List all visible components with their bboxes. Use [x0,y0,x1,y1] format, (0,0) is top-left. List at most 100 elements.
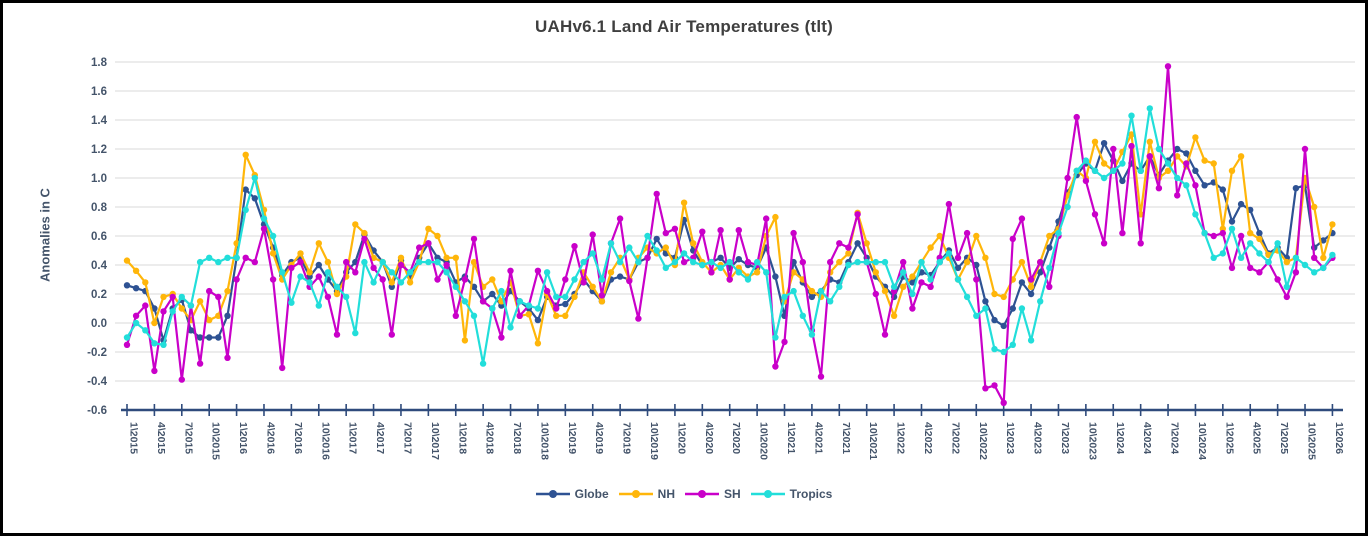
data-point [790,287,797,295]
data-point [525,302,532,309]
data-point [991,316,998,324]
data-point [991,382,998,389]
data-point [233,276,240,283]
data-point [206,334,213,341]
series-sh [123,63,1336,406]
x-tick-label: 1\2019 [566,422,578,454]
data-point [343,293,350,301]
data-point [808,293,816,301]
y-tick-label: 0.4 [91,260,108,272]
data-point [1082,177,1090,185]
data-point [836,240,843,247]
data-point [470,312,478,319]
data-point [808,331,816,338]
data-point [1000,399,1007,406]
data-point [315,261,322,269]
data-point [1219,250,1227,257]
data-point [854,211,861,218]
data-point [1100,240,1108,247]
legend-marker-sh-icon [685,490,719,498]
data-point [1000,293,1007,301]
data-point [799,312,806,319]
data-point [854,240,861,247]
data-point [973,276,980,283]
data-point [1283,258,1291,266]
data-point [717,264,724,272]
data-point [607,269,615,276]
data-point [991,290,998,298]
x-tick-label: 7\2018 [511,422,523,454]
x-tick-label: 7\2020 [730,422,742,454]
data-point [872,258,879,266]
y-tick-label: 1.0 [91,173,107,185]
data-point [1128,112,1135,119]
data-point [406,269,414,276]
data-point [206,254,213,261]
data-point [1237,200,1245,208]
x-tick-label: 7\2024 [1169,422,1181,454]
data-point [1000,322,1007,330]
data-point [827,298,834,305]
data-point [790,229,797,237]
data-point [936,232,943,240]
data-point [215,258,222,266]
data-point [151,340,158,347]
data-point [233,254,240,261]
data-point [206,316,213,324]
data-point [1192,182,1199,189]
data-point [954,254,962,261]
x-tick-label: 7\2021 [840,422,852,454]
data-point [854,258,861,266]
data-point [1292,269,1300,276]
data-point [708,258,715,266]
data-point [872,269,879,276]
x-tick-label: 4\2024 [1141,422,1153,454]
data-point [699,228,706,235]
data-point [169,308,176,315]
data-point [1247,240,1254,247]
data-point [1256,235,1263,243]
data-point [324,258,332,266]
legend: Globe NH SH Tropics [3,487,1365,501]
data-point [1037,269,1044,276]
data-point [1301,145,1309,153]
data-point [1037,298,1044,305]
data-point [973,232,980,240]
data-point [187,327,195,334]
data-point [982,305,989,312]
data-point [954,264,962,272]
data-point [370,264,377,272]
data-point [297,258,304,266]
data-point [1027,290,1035,298]
data-point [1192,167,1199,174]
data-point [744,276,752,283]
y-tick-label: -0.4 [87,376,107,388]
x-tick-label: 10\2018 [538,422,550,460]
data-point [196,298,204,305]
data-point [799,258,806,266]
x-tick-label: 1\2015 [128,422,140,454]
data-point [388,331,395,338]
x-tick-label: 1\2023 [1004,422,1016,454]
x-tick-label: 1\2024 [1114,422,1126,454]
data-point [379,258,386,266]
x-tick-label: 4\2019 [593,422,605,454]
data-point [763,269,770,276]
data-point [416,244,423,251]
x-tick-label: 10\2024 [1196,422,1208,460]
data-point [461,276,469,283]
x-tick-label: 10\2023 [1086,422,1098,460]
data-point [196,360,204,367]
data-point [452,283,459,290]
data-point [1100,160,1108,167]
data-point [425,225,432,232]
data-point [324,269,332,276]
data-point [224,254,231,261]
plot-area: 1.8 1.6 1.4 1.2 1.0 0.8 0.6 0.4 0.2 0.0 -0.2 -0.4 -0… [87,57,1355,460]
data-point [726,276,733,283]
data-point [132,312,140,319]
data-point [443,269,450,276]
data-point [1329,251,1336,259]
x-tick-label: 7\2016 [292,422,304,454]
data-point [160,308,167,315]
